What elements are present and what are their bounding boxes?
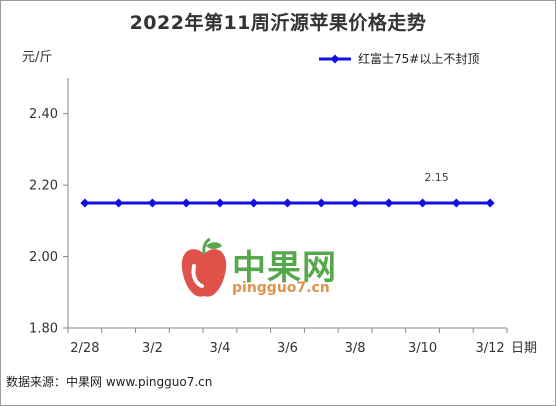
data-point bbox=[485, 198, 495, 208]
y-tick-label: 2.00 bbox=[29, 250, 58, 265]
legend-series-label: 红富士75#以上不封顶 bbox=[358, 52, 480, 66]
data-point bbox=[80, 198, 90, 208]
legend: 红富士75#以上不封顶 bbox=[318, 50, 479, 67]
watermark-domain-text: pingguo7.cn bbox=[232, 280, 330, 296]
data-point bbox=[114, 198, 124, 208]
x-tick-label: 3/12 bbox=[476, 341, 505, 356]
x-tick-label: 3/4 bbox=[210, 341, 231, 356]
x-axis-label: 日期 bbox=[511, 341, 537, 356]
data-point bbox=[316, 198, 326, 208]
data-point bbox=[249, 198, 259, 208]
data-point bbox=[215, 198, 225, 208]
source-note: 数据来源：中果网 www.pingguo7.cn bbox=[6, 375, 213, 389]
data-point bbox=[181, 198, 191, 208]
y-tick-label: 2.20 bbox=[29, 179, 58, 194]
x-tick-label: 3/2 bbox=[142, 341, 163, 356]
x-tick-label: 3/8 bbox=[345, 341, 366, 356]
x-tick-label: 3/10 bbox=[408, 341, 437, 356]
data-point bbox=[283, 198, 292, 208]
data-point bbox=[147, 198, 157, 208]
y-tick-label: 2.40 bbox=[29, 107, 58, 122]
data-point bbox=[350, 198, 360, 208]
apple-logo-icon bbox=[181, 237, 227, 297]
data-label: 2.15 bbox=[424, 171, 449, 184]
watermark: 中果网 pingguo7.cn bbox=[176, 236, 366, 306]
data-point bbox=[418, 198, 428, 208]
x-tick-label: 3/6 bbox=[277, 341, 298, 356]
x-tick-label: 2/28 bbox=[70, 341, 99, 356]
chart-title: 2022年第11周沂源苹果价格走势 bbox=[129, 12, 427, 34]
data-point bbox=[451, 198, 461, 208]
y-axis-unit-label: 元/斤 bbox=[22, 50, 53, 65]
y-tick-label: 1.80 bbox=[29, 322, 58, 337]
data-point bbox=[384, 198, 394, 208]
watermark-chinese-text: 中果网 bbox=[232, 248, 337, 288]
legend-line-marker-icon bbox=[319, 54, 351, 63]
